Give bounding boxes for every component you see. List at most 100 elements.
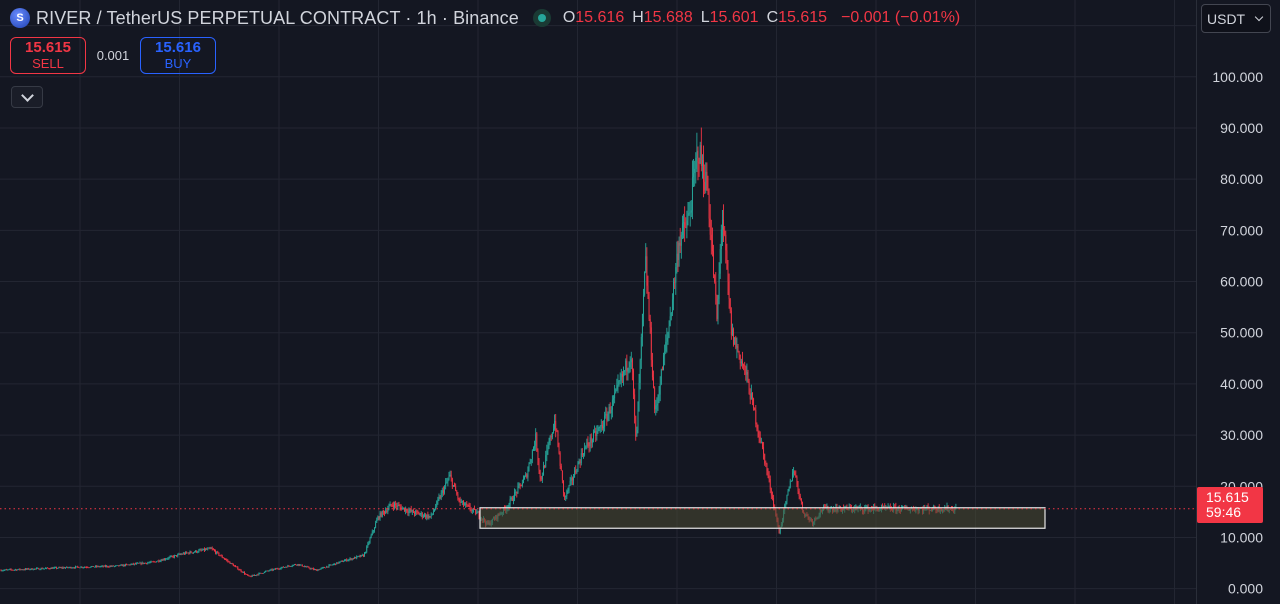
- collapse-toggle-button[interactable]: [11, 86, 43, 108]
- candle-body: [894, 506, 896, 507]
- candle-body: [598, 427, 600, 430]
- candle-body: [589, 437, 591, 447]
- candle-body: [758, 431, 760, 438]
- candle-body: [575, 470, 577, 473]
- candle-body: [450, 474, 452, 479]
- candle-body: [48, 568, 50, 570]
- sell-button[interactable]: 15.615 SELL: [10, 37, 86, 74]
- candle-body: [700, 145, 702, 167]
- candle-body: [405, 509, 407, 512]
- candle-body: [792, 472, 793, 481]
- currency-select[interactable]: USDT: [1201, 4, 1271, 33]
- candle-body: [395, 503, 397, 506]
- candle-body: [601, 424, 603, 429]
- candle-body: [444, 486, 445, 493]
- candle-body: [527, 470, 529, 478]
- candle-body: [748, 381, 750, 394]
- candle-body: [767, 471, 769, 476]
- candle-body: [89, 567, 91, 569]
- candle-body: [46, 567, 48, 569]
- candle-body: [597, 429, 599, 432]
- candle-body: [299, 564, 301, 566]
- candle-body: [336, 562, 338, 565]
- candle-body: [611, 399, 613, 410]
- candle-body: [676, 253, 678, 268]
- candle-body: [747, 371, 749, 382]
- candle-body: [106, 565, 108, 567]
- market-status-icon[interactable]: [532, 9, 551, 27]
- candle-body: [594, 431, 596, 432]
- candle-body: [661, 369, 663, 371]
- ohlc-open: O15.616: [562, 9, 625, 26]
- candle-body: [389, 504, 391, 507]
- candle-body: [887, 506, 889, 508]
- candle-body: [279, 568, 281, 570]
- candle-body: [271, 569, 273, 571]
- candle-body: [128, 564, 130, 566]
- candle-body: [260, 572, 262, 574]
- candle-body: [764, 453, 766, 464]
- candle-body: [368, 542, 370, 544]
- candle-body: [132, 563, 134, 565]
- candle-body: [344, 560, 345, 562]
- candle-body: [706, 171, 708, 189]
- candle-body: [647, 285, 649, 297]
- candle-body: [902, 506, 903, 508]
- candle-body: [466, 503, 468, 505]
- candle-body: [636, 429, 638, 437]
- candle-body: [849, 506, 851, 508]
- candle-body: [335, 563, 337, 565]
- candle-body: [252, 575, 254, 576]
- candle-body: [231, 563, 233, 565]
- candle-body: [471, 509, 473, 511]
- candle-body: [679, 242, 681, 246]
- y-tick-label: 80.000: [1220, 171, 1263, 187]
- candle-body: [407, 511, 409, 513]
- candle-body: [569, 480, 571, 486]
- symbol-title[interactable]: RIVER / TetherUS PERPETUAL CONTRACT · 1h…: [36, 7, 519, 28]
- candle-body: [600, 424, 602, 427]
- candle-body: [376, 520, 378, 523]
- candle-body: [285, 566, 287, 568]
- candle-body: [534, 445, 536, 448]
- candle-body: [539, 470, 541, 478]
- candle-body: [711, 240, 713, 252]
- buy-button[interactable]: 15.616 BUY: [140, 37, 216, 74]
- candle-body: [476, 512, 478, 515]
- trade-buttons: 15.615 SELL 0.001 15.616 BUY: [10, 37, 216, 74]
- candle-body: [217, 551, 219, 553]
- candle-body: [525, 474, 527, 477]
- candle-body: [314, 569, 315, 571]
- candle-body: [437, 499, 439, 502]
- candle-body: [380, 512, 382, 517]
- candle-body: [430, 513, 432, 517]
- candle-body: [736, 346, 738, 348]
- candle-body: [349, 558, 351, 560]
- candle-body: [116, 565, 118, 567]
- buy-label: BUY: [164, 55, 192, 71]
- candle-body: [320, 568, 322, 569]
- candle-body: [22, 569, 24, 571]
- candle-body: [613, 398, 614, 400]
- candle-body: [548, 443, 550, 447]
- candle-body: [555, 421, 557, 431]
- candle-body: [158, 560, 160, 562]
- candle-body: [663, 355, 664, 371]
- candle-body: [171, 556, 173, 557]
- candle-body: [306, 566, 308, 568]
- candle-body: [418, 512, 420, 515]
- candle-body: [461, 500, 463, 503]
- candle-body: [724, 230, 726, 235]
- candle-body: [390, 504, 392, 506]
- candle-body: [96, 566, 98, 567]
- candle-body: [441, 490, 443, 493]
- candle-body: [573, 477, 574, 481]
- candle-body: [563, 480, 564, 494]
- candle-body: [415, 511, 417, 515]
- candle-body: [778, 526, 780, 534]
- candle-body: [653, 377, 654, 388]
- candle-body: [319, 568, 321, 570]
- candle-body: [212, 549, 214, 550]
- candle-body: [79, 567, 81, 569]
